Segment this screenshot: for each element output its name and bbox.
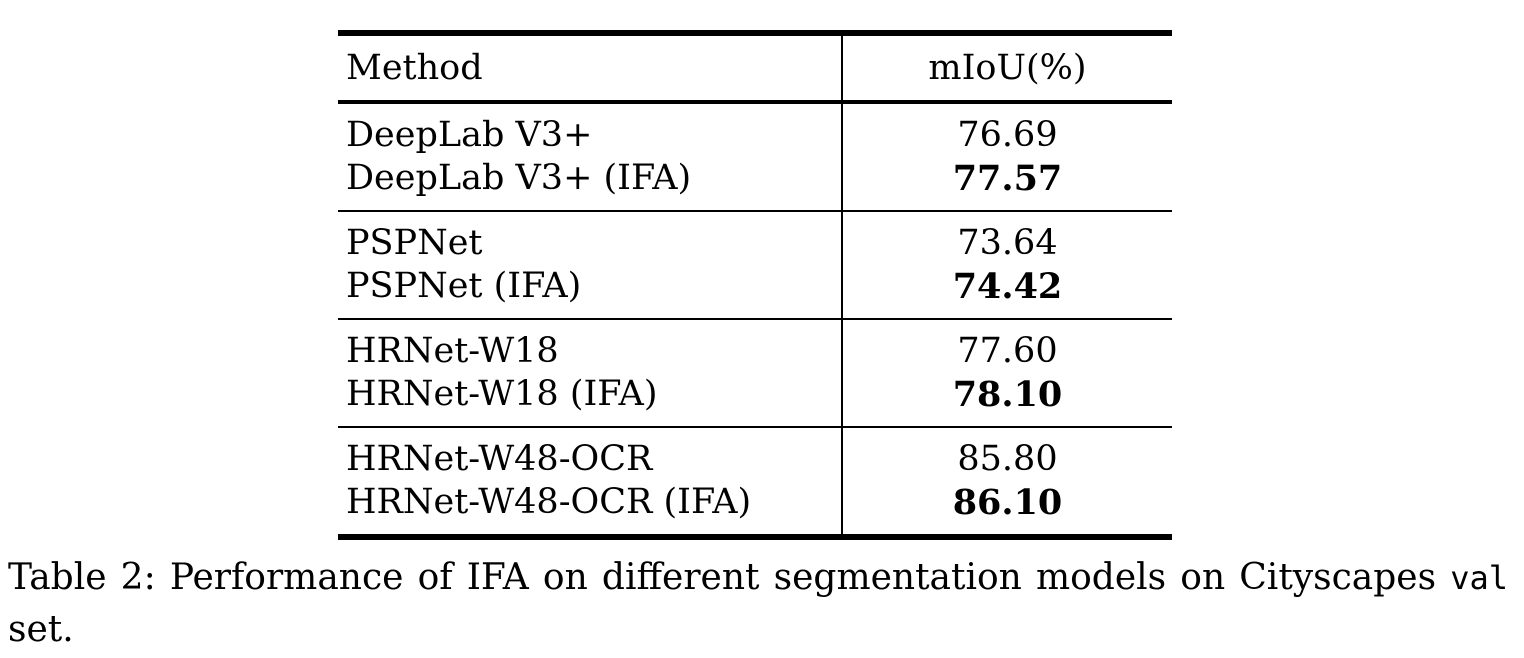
method-cell: DeepLab V3+ (IFA) <box>346 158 692 198</box>
results-table-container: Method mIoU(%) DeepLab V3+ 76.69 DeepLab… <box>338 30 1172 540</box>
method-cell: DeepLab V3+ <box>346 115 593 155</box>
header-miou: mIoU(%) <box>841 33 1172 102</box>
table-group-hrnet-w18: HRNet-W18 77.60 HRNet-W18 (IFA) 78.10 <box>338 319 1172 427</box>
table-row: DeepLab V3+ (IFA) 77.57 <box>338 157 1172 211</box>
miou-cell: 76.69 <box>841 102 1172 157</box>
caption-label: Table 2: <box>8 557 156 598</box>
table-row: HRNet-W48-OCR 85.80 <box>338 427 1172 481</box>
miou-cell-best: 77.57 <box>841 157 1172 211</box>
method-cell: HRNet-W18 (IFA) <box>346 374 658 414</box>
method-cell: PSPNet (IFA) <box>346 266 582 306</box>
miou-cell: 73.64 <box>841 211 1172 265</box>
table-row: HRNet-W48-OCR (IFA) 86.10 <box>338 481 1172 537</box>
miou-cell-best: 78.10 <box>841 373 1172 427</box>
caption-text: Performance of IFA on different segmenta… <box>169 557 1437 598</box>
table-row: HRNet-W18 (IFA) 78.10 <box>338 373 1172 427</box>
method-cell: HRNet-W48-OCR <box>346 439 653 479</box>
table-header-row: Method mIoU(%) <box>338 33 1172 102</box>
table-caption: Table 2: Performance of IFA on different… <box>8 552 1508 656</box>
table-row: HRNet-W18 77.60 <box>338 319 1172 373</box>
table-row: PSPNet 73.64 <box>338 211 1172 265</box>
caption-text-end: set. <box>8 609 74 650</box>
table-row: PSPNet (IFA) 74.42 <box>338 265 1172 319</box>
method-cell: HRNet-W48-OCR (IFA) <box>346 482 752 522</box>
table-group-deeplab: DeepLab V3+ 76.69 DeepLab V3+ (IFA) 77.5… <box>338 102 1172 211</box>
miou-cell: 85.80 <box>841 427 1172 481</box>
header-method: Method <box>346 47 483 88</box>
table-group-pspnet: PSPNet 73.64 PSPNet (IFA) 74.42 <box>338 211 1172 319</box>
miou-cell-best: 86.10 <box>841 481 1172 537</box>
miou-cell: 77.60 <box>841 319 1172 373</box>
method-cell: PSPNet <box>346 223 483 263</box>
results-table: Method mIoU(%) DeepLab V3+ 76.69 DeepLab… <box>338 30 1172 540</box>
table-group-hrnet-w48-ocr: HRNet-W48-OCR 85.80 HRNet-W48-OCR (IFA) … <box>338 427 1172 537</box>
table-row: DeepLab V3+ 76.69 <box>338 102 1172 157</box>
method-cell: HRNet-W18 <box>346 331 559 371</box>
caption-code: val <box>1450 559 1508 597</box>
miou-cell-best: 74.42 <box>841 265 1172 319</box>
